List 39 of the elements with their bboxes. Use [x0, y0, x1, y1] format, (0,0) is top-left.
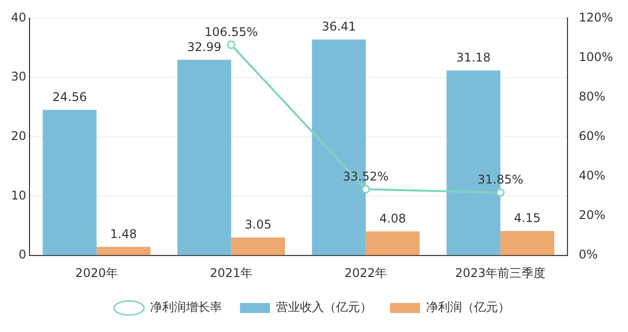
bar	[500, 230, 554, 256]
y-tick-label: 30	[10, 70, 26, 84]
point	[362, 185, 370, 194]
data-label: 33.52%	[342, 169, 389, 184]
data-label: 106.55%	[204, 24, 258, 39]
legend-label: 净利润增长率	[150, 300, 222, 314]
data-label: 31.18	[456, 50, 491, 65]
data-label: 1.48	[110, 226, 137, 241]
y-tick-label: 0	[18, 248, 26, 262]
bar	[96, 246, 150, 256]
bar	[177, 60, 232, 256]
data-label: 4.08	[379, 212, 406, 226]
data-label: 3.05	[244, 218, 272, 232]
y2-tick-label: 100%	[578, 50, 614, 64]
legend-label: 营业收入（亿元）	[276, 300, 372, 314]
bar	[366, 231, 420, 256]
data-label: 36.41	[322, 20, 356, 34]
x-tick-label: 2020年	[75, 266, 118, 280]
y-tick-label: 20	[10, 129, 26, 144]
data-label: 4.15	[514, 211, 541, 226]
bar	[42, 110, 97, 256]
y-tick-label: 40	[10, 10, 26, 24]
y-tick-label: 10	[10, 188, 26, 202]
y2-tick-label: 40%	[578, 168, 606, 183]
data-label: 32.99	[187, 40, 222, 54]
y2-tick-label: 20%	[578, 208, 606, 222]
y2-tick-label: 80%	[578, 89, 606, 104]
point	[496, 188, 505, 197]
x-tick-label: 2022年	[344, 266, 388, 280]
data-label: 31.85%	[478, 172, 524, 187]
legend-label: 净利润（亿元）	[426, 300, 510, 314]
y2-tick-label: 0%	[578, 248, 598, 262]
y2-tick-label: 60%	[578, 129, 606, 144]
data-label: 24.56	[52, 90, 87, 104]
bar	[231, 238, 286, 256]
x-tick-label: 2023年前三季度	[455, 266, 546, 280]
x-tick-label: 2021年	[210, 266, 252, 280]
y2-tick-label: 120%	[578, 10, 614, 24]
point	[226, 40, 236, 50]
